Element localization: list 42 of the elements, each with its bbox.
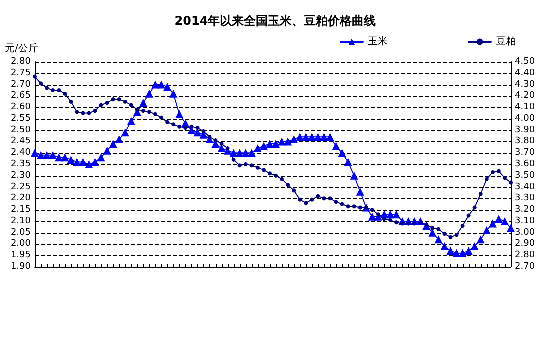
y2-tick-label: 2.70 [515, 262, 536, 272]
y-tick-label: 2.45 [10, 136, 31, 147]
y2-tick-label: 3.20 [515, 205, 536, 216]
y2-tick-label: 4.00 [515, 114, 536, 124]
y-tick-label: 2.35 [10, 160, 31, 170]
y-tick-label: 2.50 [10, 125, 32, 136]
y-tick-label: 2.70 [10, 80, 32, 90]
y2-tick-label: 3.30 [515, 194, 536, 204]
y2-tick-label: 3.50 [515, 170, 536, 181]
y-tick-label: 2.30 [10, 170, 32, 181]
y-tick-label: 2.05 [10, 228, 31, 238]
y2-tick-label: 4.40 [515, 68, 536, 78]
y-tick-label: 2.40 [10, 148, 32, 158]
y-tick-label: 2.00 [10, 239, 32, 250]
y-tick-label: 1.95 [10, 250, 31, 261]
y2-tick-label: 4.50 [515, 57, 536, 67]
y2-tick-label: 2.90 [515, 239, 536, 250]
y2-tick-label: 3.10 [515, 216, 536, 226]
y2-tick-label: 3.40 [515, 182, 536, 192]
y2-tick-label: 3.00 [515, 228, 536, 238]
y2-tick-label: 3.90 [515, 125, 536, 136]
chart-title: 2014年以来全国玉米、豆粕价格曲线 [174, 14, 376, 28]
y-tick-label: 2.80 [10, 57, 32, 67]
y-tick-label: 1.90 [10, 262, 32, 272]
y-tick-label: 2.10 [10, 216, 32, 226]
y-axis-title: 元/公斤 [5, 42, 38, 54]
y-tick-label: 2.15 [10, 205, 31, 216]
y-tick-label: 2.75 [10, 68, 31, 78]
y-tick-label: 2.55 [10, 114, 31, 124]
y2-tick-label: 4.20 [515, 91, 536, 102]
y2-tick-label: 3.80 [515, 136, 536, 147]
y2-tick-label: 4.30 [515, 80, 536, 90]
y2-tick-label: 3.60 [515, 160, 536, 170]
y-tick-label: 2.60 [10, 102, 32, 113]
y2-tick-label: 3.70 [515, 148, 536, 158]
y-tick-label: 2.25 [10, 182, 31, 192]
y2-tick-label: 2.80 [515, 250, 536, 261]
y-tick-label: 2.20 [10, 194, 32, 204]
legend-label: 豆粕 [496, 36, 516, 48]
y-tick-label: 2.65 [10, 91, 31, 102]
legend-label: 玉米 [368, 36, 388, 48]
y2-tick-label: 4.10 [515, 102, 536, 113]
